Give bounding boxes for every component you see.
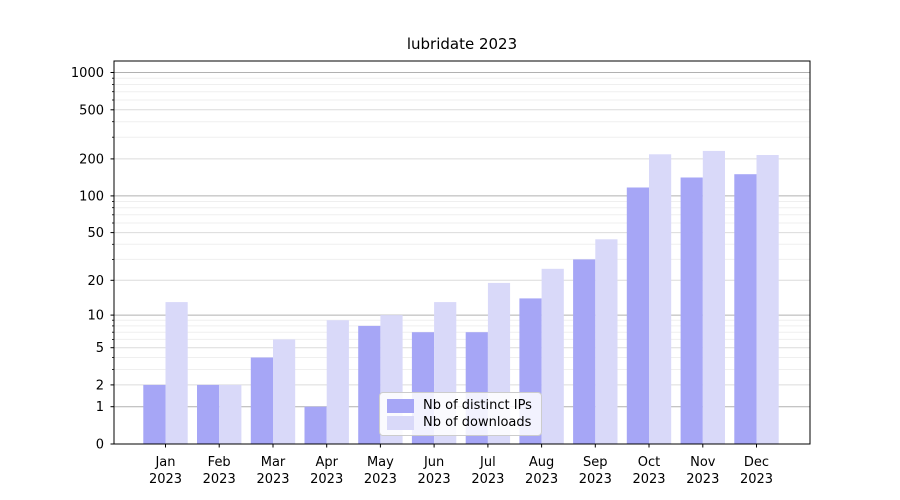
bar-sep-distinct-ips (573, 259, 596, 444)
bar-apr-distinct-ips (304, 406, 327, 444)
x-tick-label-month: Dec (744, 455, 769, 470)
legend-label-downloads: Nb of downloads (423, 415, 532, 430)
x-tick-label-year: 2023 (740, 472, 773, 487)
x-tick-label-month: Mar (261, 455, 286, 470)
x-tick-label-year: 2023 (471, 472, 504, 487)
bar-mar-downloads (273, 339, 296, 444)
bar-feb-distinct-ips (197, 384, 220, 444)
x-tick-label-month: Nov (690, 455, 716, 470)
y-tick-label: 1 (96, 400, 104, 415)
x-tick-label-year: 2023 (525, 472, 558, 487)
legend-item-downloads: Nb of downloads (387, 415, 534, 430)
bar-feb-downloads (219, 384, 242, 444)
bar-mar-distinct-ips (250, 357, 273, 444)
x-tick-label-year: 2023 (203, 472, 236, 487)
x-tick-label-year: 2023 (310, 472, 343, 487)
bar-dec-downloads (756, 155, 779, 444)
y-tick-label: 50 (87, 226, 104, 241)
y-tick-label: 1000 (71, 66, 104, 81)
x-tick-label-month: Sep (583, 455, 608, 470)
x-tick-label-month: Jan (154, 455, 175, 470)
legend-label-distinct-ips: Nb of distinct IPs (423, 398, 532, 413)
y-tick-label: 500 (79, 103, 104, 118)
y-tick-label: 20 (87, 274, 104, 289)
bar-sep-downloads (595, 239, 618, 444)
x-tick-label-month: Aug (529, 455, 554, 470)
x-tick-label-month: Apr (315, 455, 338, 470)
x-tick-label-year: 2023 (579, 472, 612, 487)
y-tick-label: 5 (96, 341, 104, 356)
y-tick-label: 0 (96, 438, 104, 453)
x-tick-label-month: Oct (638, 455, 660, 470)
legend: Nb of distinct IPs Nb of downloads (379, 392, 542, 436)
x-tick-label-year: 2023 (686, 472, 719, 487)
x-tick-label-month: Feb (208, 455, 231, 470)
bar-nov-downloads (702, 150, 725, 444)
legend-swatch-distinct-ips (387, 398, 414, 413)
x-tick-label-year: 2023 (418, 472, 451, 487)
y-tick-label: 2 (96, 378, 104, 393)
x-tick-label-year: 2023 (256, 472, 289, 487)
x-tick-label-year: 2023 (364, 472, 397, 487)
legend-swatch-downloads (387, 415, 414, 430)
axes-box (113, 60, 811, 445)
x-tick-label-month: Jun (423, 455, 444, 470)
x-tick-label-year: 2023 (149, 472, 182, 487)
x-tick-label-year: 2023 (632, 472, 665, 487)
bar-oct-distinct-ips (626, 187, 649, 444)
bar-may-distinct-ips (358, 325, 381, 444)
x-tick-label-month: Jul (479, 455, 496, 470)
y-tick-label: 100 (79, 189, 104, 204)
bar-aug-downloads (541, 268, 564, 444)
bar-dec-distinct-ips (734, 174, 757, 444)
bar-jan-distinct-ips (143, 384, 166, 444)
y-tick-label: 200 (79, 152, 104, 167)
bar-jan-downloads (165, 302, 188, 444)
legend-item-distinct-ips: Nb of distinct IPs (387, 398, 534, 413)
bar-nov-distinct-ips (680, 177, 703, 444)
bar-oct-downloads (649, 154, 672, 445)
y-tick-label: 10 (87, 309, 104, 324)
chart-title: lubridate 2023 (406, 35, 518, 53)
bar-apr-downloads (326, 320, 349, 444)
x-tick-label-month: May (367, 455, 394, 470)
